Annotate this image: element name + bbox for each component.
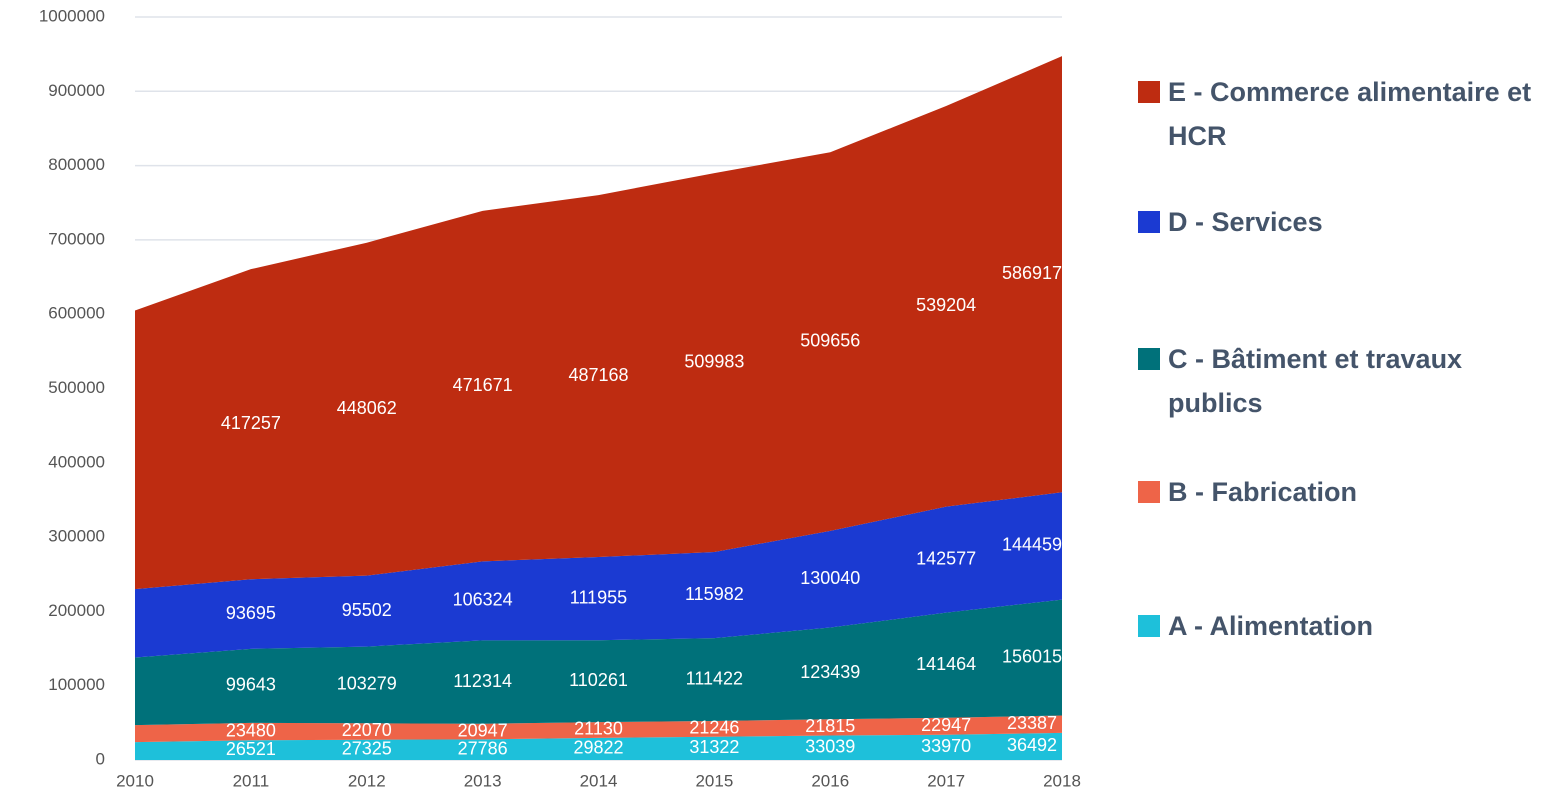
data-label: 144459 [1002, 535, 1062, 555]
x-tick-label: 2013 [464, 771, 502, 790]
x-tick-label: 2017 [927, 771, 965, 790]
data-label: 93695 [226, 603, 276, 623]
data-label: 487168 [568, 365, 628, 385]
legend-swatch [1138, 615, 1160, 637]
legend-item: C - Bâtiment et travaux publics [1138, 337, 1538, 425]
data-label: 471671 [453, 375, 513, 395]
y-tick-label: 200000 [48, 601, 105, 620]
data-label: 20947 [458, 720, 508, 740]
area [135, 715, 1062, 743]
data-label: 110261 [569, 670, 628, 690]
legend-item: E - Commerce alimentaire et HCR [1138, 70, 1538, 158]
data-label: 29822 [573, 738, 623, 758]
data-label: 112314 [453, 671, 512, 691]
y-tick-label: 600000 [48, 304, 105, 323]
x-tick-label: 2018 [1043, 771, 1081, 790]
data-label: 31322 [689, 737, 739, 757]
legend-item: B - Fabrication [1138, 470, 1538, 514]
y-tick-label: 900000 [48, 81, 105, 100]
data-label: 448062 [337, 398, 397, 418]
area [135, 492, 1062, 658]
legend-label: A - Alimentation [1168, 611, 1373, 641]
data-label: 99643 [226, 675, 276, 695]
data-label: 21130 [574, 719, 623, 739]
data-label: 23480 [226, 720, 276, 740]
data-label: 27786 [458, 738, 508, 758]
data-label: 22947 [921, 715, 971, 735]
y-tick-label: 0 [96, 749, 105, 768]
legend-swatch [1138, 81, 1160, 103]
legend-label: C - Bâtiment et travaux publics [1168, 344, 1463, 418]
data-label: 130040 [800, 568, 860, 588]
data-label: 586917 [1002, 263, 1062, 283]
y-tick-label: 700000 [48, 229, 105, 248]
y-tick-label: 100000 [48, 675, 105, 694]
legend-swatch [1138, 481, 1160, 503]
data-label: 115982 [685, 584, 744, 604]
data-label: 21815 [805, 716, 855, 736]
x-tick-label: 2015 [695, 771, 733, 790]
y-tick-label: 300000 [48, 527, 105, 546]
data-label: 26521 [226, 739, 276, 759]
legend-label: B - Fabrication [1168, 477, 1358, 507]
area [135, 599, 1062, 726]
x-tick-label: 2012 [348, 771, 386, 790]
data-label: 111422 [686, 668, 743, 688]
legend-item: A - Alimentation [1138, 604, 1538, 648]
legend-swatch [1138, 211, 1160, 233]
data-label: 106324 [453, 590, 513, 610]
data-label: 123439 [800, 662, 860, 682]
data-label: 509983 [684, 351, 744, 371]
x-tick-label: 2011 [233, 771, 270, 790]
data-label: 111955 [570, 587, 627, 607]
data-label: 141464 [916, 654, 976, 674]
data-label: 156015 [1002, 646, 1062, 666]
data-label: 142577 [916, 548, 976, 568]
legend-label: E - Commerce alimentaire et HCR [1168, 77, 1532, 151]
data-label: 23387 [1007, 713, 1057, 733]
legend-label: D - Services [1168, 207, 1323, 237]
data-label: 95502 [342, 600, 392, 620]
data-label: 539204 [916, 295, 976, 315]
data-label: 103279 [337, 674, 397, 694]
y-tick-label: 800000 [48, 155, 105, 174]
area [135, 56, 1062, 590]
y-tick-label: 400000 [48, 452, 105, 471]
data-label: 27325 [342, 739, 392, 759]
area [135, 732, 1062, 760]
data-label: 33970 [921, 736, 971, 756]
y-tick-label: 500000 [48, 378, 105, 397]
legend-item: D - Services [1138, 200, 1538, 244]
data-label: 509656 [800, 330, 860, 350]
data-label: 417257 [221, 413, 281, 433]
chart: 0 100000 200000 300000 400000 500000 600000 700… [39, 6, 1081, 790]
legend-swatch [1138, 348, 1160, 370]
data-label: 22070 [342, 720, 392, 740]
y-tick-label: 1000000 [39, 6, 105, 25]
data-label: 36492 [1007, 735, 1057, 755]
x-tick-label: 2010 [116, 771, 154, 790]
x-tick-label: 2014 [580, 771, 618, 790]
x-tick-label: 2016 [811, 771, 849, 790]
data-label: 33039 [805, 736, 855, 756]
data-label: 21246 [689, 718, 739, 738]
